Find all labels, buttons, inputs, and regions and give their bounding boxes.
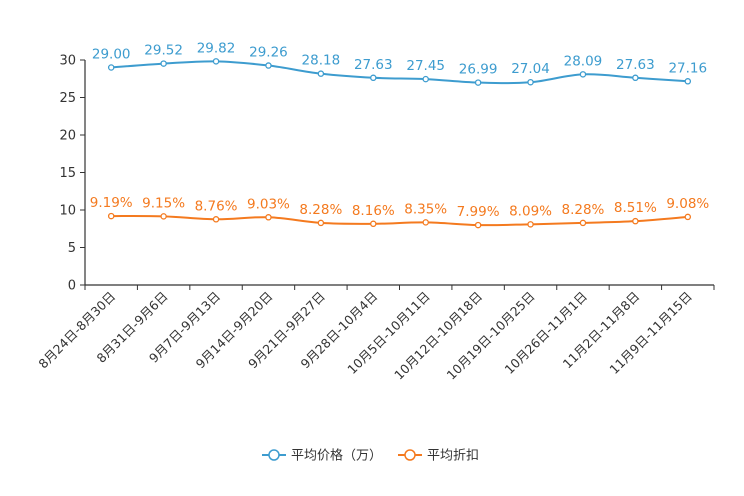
x-category-label: 10月12日-10月18日 xyxy=(391,289,485,383)
price-data-label: 29.82 xyxy=(197,40,236,56)
discount-data-point[interactable] xyxy=(265,214,272,221)
price-data-label: 29.26 xyxy=(249,45,288,61)
discount-data-point[interactable] xyxy=(107,212,115,220)
chart-legend[interactable]: 平均价格（万） 平均折扣 xyxy=(262,448,479,464)
discount-data-label: 9.19% xyxy=(90,195,133,211)
discount-data-point[interactable] xyxy=(474,221,482,229)
price-data-label: 27.16 xyxy=(668,60,707,76)
legend-marker-swatch xyxy=(268,449,280,461)
price-data-point[interactable] xyxy=(527,78,534,86)
price-data-point[interactable] xyxy=(684,78,692,85)
discount-data-label: 8.16% xyxy=(352,203,395,219)
y-tick-label: 10 xyxy=(59,204,76,219)
price-data-point[interactable] xyxy=(474,79,482,86)
data-labels: 29.00 29.52 29.82 29.26 28.18 27.63 27.45 26.99… xyxy=(90,40,710,220)
discount-data-point[interactable] xyxy=(422,219,429,226)
price-data-label: 27.04 xyxy=(511,61,550,77)
price-data-point[interactable] xyxy=(160,60,167,67)
price-series-line xyxy=(111,60,688,85)
discount-data-point[interactable] xyxy=(212,216,220,223)
discount-data-point[interactable] xyxy=(370,220,377,228)
price-data-label: 27.45 xyxy=(406,58,445,74)
discount-data-label: 8.28% xyxy=(562,202,605,218)
series-lines xyxy=(107,58,692,229)
x-category-label: 10月19日-10月25日 xyxy=(444,289,538,383)
y-tick-label: 0 xyxy=(68,279,76,294)
discount-data-label: 7.99% xyxy=(457,204,500,220)
discount-data-label: 9.15% xyxy=(142,195,185,211)
price-data-label: 27.63 xyxy=(354,57,393,73)
y-tick-label: 25 xyxy=(59,91,76,106)
discount-data-label: 9.08% xyxy=(666,196,709,212)
price-data-label: 29.00 xyxy=(92,47,131,63)
price-data-point[interactable] xyxy=(579,71,587,78)
legend-label: 平均折扣 xyxy=(427,449,479,464)
price-data-point[interactable] xyxy=(212,58,220,65)
discount-data-point[interactable] xyxy=(317,219,325,227)
price-data-point[interactable] xyxy=(317,70,325,77)
price-data-label: 28.09 xyxy=(564,53,603,69)
discount-data-point[interactable] xyxy=(579,219,587,227)
discount-data-point[interactable] xyxy=(160,213,167,220)
price-data-label: 26.99 xyxy=(459,62,498,78)
y-tick-label: 15 xyxy=(59,166,76,181)
discount-series-line xyxy=(111,215,688,227)
discount-data-label: 9.03% xyxy=(247,196,290,212)
y-tick-label: 5 xyxy=(68,241,76,256)
discount-data-point[interactable] xyxy=(684,213,692,221)
price-data-point[interactable] xyxy=(370,74,377,82)
y-tick-label: 30 xyxy=(59,54,76,69)
discount-data-label: 8.09% xyxy=(509,203,552,219)
price-data-point[interactable] xyxy=(265,62,272,69)
legend-item-discount[interactable]: 平均折扣 xyxy=(398,449,479,464)
legend-label: 平均价格（万） xyxy=(291,448,382,464)
price-data-label: 28.18 xyxy=(302,53,341,69)
y-tick-label: 20 xyxy=(59,129,76,144)
price-data-label: 27.63 xyxy=(616,57,655,73)
price-data-point[interactable] xyxy=(107,64,115,71)
legend-item-price[interactable]: 平均价格（万） xyxy=(262,448,382,464)
legend-marker-swatch xyxy=(404,449,416,461)
discount-data-point[interactable] xyxy=(527,221,534,228)
discount-data-label: 8.76% xyxy=(195,198,238,214)
price-data-label: 29.52 xyxy=(144,43,183,59)
discount-data-point[interactable] xyxy=(632,217,639,225)
discount-data-label: 8.28% xyxy=(299,202,342,218)
discount-data-label: 8.51% xyxy=(614,200,657,216)
price-data-point[interactable] xyxy=(422,75,429,83)
discount-data-label: 8.35% xyxy=(404,201,447,217)
price-data-point[interactable] xyxy=(632,74,639,82)
